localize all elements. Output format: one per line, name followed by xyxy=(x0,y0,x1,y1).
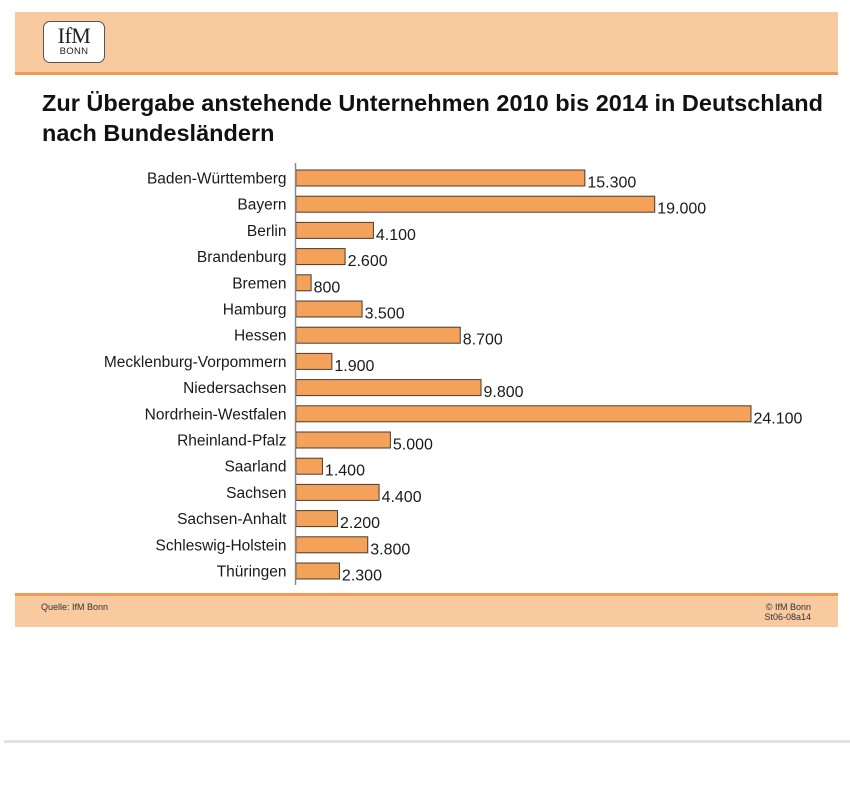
chart-code: St06-08a14 xyxy=(764,612,811,622)
bar xyxy=(295,536,369,554)
category-label: Sachsen xyxy=(226,485,286,502)
logo-main-text: IfM xyxy=(57,23,91,48)
value-label: 1.900 xyxy=(334,358,374,375)
bar xyxy=(295,352,333,370)
category-label: Saarland xyxy=(224,459,286,476)
bar xyxy=(295,431,391,449)
bar xyxy=(295,562,340,580)
value-label: 1.400 xyxy=(325,463,365,480)
bar xyxy=(295,248,346,266)
category-label: Schleswig-Holstein xyxy=(156,537,287,554)
value-label: 3.800 xyxy=(370,541,410,558)
copyright-text: © IfM Bonn xyxy=(765,602,811,612)
value-label: 9.800 xyxy=(484,384,524,401)
category-label: Niedersachsen xyxy=(183,380,286,397)
value-label: 5.000 xyxy=(393,437,433,454)
category-label: Bayern xyxy=(237,197,286,214)
value-label: 800 xyxy=(314,279,341,296)
category-label: Hamburg xyxy=(223,302,287,319)
value-label: 2.300 xyxy=(342,568,382,585)
bar xyxy=(295,300,363,318)
category-label: Sachsen-Anhalt xyxy=(177,511,287,528)
header-band: IfM BONN xyxy=(15,12,838,75)
value-label: 2.200 xyxy=(340,515,380,532)
value-label: 24.100 xyxy=(754,410,803,427)
value-label: 3.500 xyxy=(365,306,405,323)
bar xyxy=(295,169,586,187)
category-label: Nordrhein-Westfalen xyxy=(145,406,287,423)
bar xyxy=(295,483,380,501)
ifm-bonn-logo: IfM BONN xyxy=(43,21,105,63)
bar xyxy=(295,379,482,397)
bar xyxy=(295,326,461,344)
bar xyxy=(295,221,374,239)
value-label: 19.000 xyxy=(657,201,706,218)
category-label: Thüringen xyxy=(217,564,287,581)
bar xyxy=(295,195,656,213)
category-label: Rheinland-Pfalz xyxy=(177,433,286,450)
category-label: Hessen xyxy=(234,328,287,345)
copyright-block: © IfM Bonn St06-08a14 xyxy=(764,602,811,622)
bottom-divider xyxy=(4,740,850,743)
footer-band: Quelle: IfM Bonn © IfM Bonn St06-08a14 xyxy=(15,593,838,627)
chart-title: Zur Übergabe anstehende Unternehmen 2010… xyxy=(42,90,823,146)
value-label: 2.600 xyxy=(348,253,388,270)
bar xyxy=(295,405,752,423)
category-label: Mecklenburg-Vorpommern xyxy=(104,354,287,371)
value-label: 8.700 xyxy=(463,332,503,349)
source-note: Quelle: IfM Bonn xyxy=(41,602,109,612)
category-label: Brandenburg xyxy=(197,249,287,266)
category-label: Berlin xyxy=(247,223,287,240)
bar xyxy=(295,510,339,528)
category-label: Bremen xyxy=(232,275,286,292)
value-label: 4.400 xyxy=(382,489,422,506)
logo-sub-text: BONN xyxy=(59,46,89,57)
bar xyxy=(295,274,312,292)
value-label: 15.300 xyxy=(587,175,636,192)
bar-chart: Baden-Württemberg 15.300 Bayern 19.000 Berli… xyxy=(104,163,803,585)
category-label: Baden-Württemberg xyxy=(147,171,287,188)
value-label: 4.100 xyxy=(376,227,416,244)
bar xyxy=(295,457,323,475)
